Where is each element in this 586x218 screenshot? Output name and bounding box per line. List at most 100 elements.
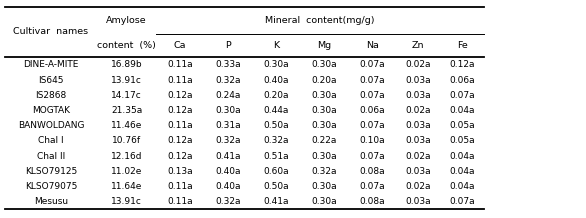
Text: Zn: Zn — [412, 41, 424, 50]
Text: 0.04a: 0.04a — [449, 152, 475, 161]
Text: 0.02a: 0.02a — [406, 106, 431, 115]
Text: 0.40a: 0.40a — [215, 182, 241, 191]
Text: 0.50a: 0.50a — [263, 182, 289, 191]
Text: KLSO79125: KLSO79125 — [25, 167, 77, 176]
Text: 12.16d: 12.16d — [111, 152, 142, 161]
Text: 0.31a: 0.31a — [215, 121, 241, 130]
Text: 0.41a: 0.41a — [263, 197, 289, 206]
Text: KLSO79075: KLSO79075 — [25, 182, 77, 191]
Text: 0.51a: 0.51a — [263, 152, 289, 161]
Text: DINE-A-MITE: DINE-A-MITE — [23, 60, 79, 69]
Text: 11.02e: 11.02e — [111, 167, 142, 176]
Text: 0.10a: 0.10a — [359, 136, 385, 145]
Text: 0.04a: 0.04a — [449, 106, 475, 115]
Text: 0.07a: 0.07a — [359, 75, 385, 85]
Text: 0.30a: 0.30a — [311, 106, 337, 115]
Text: 0.11a: 0.11a — [167, 121, 193, 130]
Text: 13.91c: 13.91c — [111, 75, 142, 85]
Text: 0.11a: 0.11a — [167, 75, 193, 85]
Text: Na: Na — [366, 41, 379, 50]
Text: 0.30a: 0.30a — [311, 152, 337, 161]
Text: 0.07a: 0.07a — [359, 152, 385, 161]
Text: 0.33a: 0.33a — [215, 60, 241, 69]
Text: Mesusu: Mesusu — [34, 197, 68, 206]
Text: 0.07a: 0.07a — [449, 91, 475, 100]
Text: 0.08a: 0.08a — [359, 197, 385, 206]
Text: 0.40a: 0.40a — [215, 167, 241, 176]
Text: 0.32a: 0.32a — [215, 197, 241, 206]
Text: 0.32a: 0.32a — [311, 167, 337, 176]
Text: 0.20a: 0.20a — [311, 75, 337, 85]
Text: 0.02a: 0.02a — [406, 60, 431, 69]
Text: 0.11a: 0.11a — [167, 197, 193, 206]
Text: 0.30a: 0.30a — [215, 106, 241, 115]
Text: 0.03a: 0.03a — [406, 136, 431, 145]
Text: 0.02a: 0.02a — [406, 152, 431, 161]
Text: 0.03a: 0.03a — [406, 91, 431, 100]
Text: 0.06a: 0.06a — [359, 106, 385, 115]
Text: 0.30a: 0.30a — [311, 60, 337, 69]
Text: 0.12a: 0.12a — [167, 152, 193, 161]
Text: Chal II: Chal II — [37, 152, 65, 161]
Text: 0.32a: 0.32a — [215, 75, 241, 85]
Text: 0.30a: 0.30a — [263, 60, 289, 69]
Text: 0.32a: 0.32a — [263, 136, 289, 145]
Text: 14.17c: 14.17c — [111, 91, 142, 100]
Text: 0.22a: 0.22a — [311, 136, 337, 145]
Text: 0.11a: 0.11a — [167, 60, 193, 69]
Text: 0.60a: 0.60a — [263, 167, 289, 176]
Text: 10.76f: 10.76f — [112, 136, 141, 145]
Text: 0.24a: 0.24a — [215, 91, 241, 100]
Text: 0.06a: 0.06a — [449, 75, 475, 85]
Text: BANWOLDANG: BANWOLDANG — [18, 121, 84, 130]
Text: Ca: Ca — [173, 41, 186, 50]
Text: 0.13a: 0.13a — [167, 167, 193, 176]
Text: 0.12a: 0.12a — [167, 106, 193, 115]
Text: 0.04a: 0.04a — [449, 182, 475, 191]
Text: 0.07a: 0.07a — [449, 197, 475, 206]
Text: 0.03a: 0.03a — [406, 167, 431, 176]
Text: IS645: IS645 — [38, 75, 64, 85]
Text: 13.91c: 13.91c — [111, 197, 142, 206]
Text: 0.30a: 0.30a — [311, 182, 337, 191]
Text: P: P — [225, 41, 231, 50]
Text: 0.04a: 0.04a — [449, 167, 475, 176]
Text: 0.05a: 0.05a — [449, 121, 475, 130]
Text: 0.20a: 0.20a — [263, 91, 289, 100]
Text: content  (%): content (%) — [97, 41, 156, 50]
Text: 0.40a: 0.40a — [263, 75, 289, 85]
Text: 0.03a: 0.03a — [406, 75, 431, 85]
Text: 0.44a: 0.44a — [263, 106, 289, 115]
Text: 0.12a: 0.12a — [167, 136, 193, 145]
Text: 0.02a: 0.02a — [406, 182, 431, 191]
Text: Cultivar  names: Cultivar names — [13, 27, 88, 36]
Text: 0.03a: 0.03a — [406, 121, 431, 130]
Text: 0.30a: 0.30a — [311, 91, 337, 100]
Text: 0.41a: 0.41a — [215, 152, 241, 161]
Text: 0.05a: 0.05a — [449, 136, 475, 145]
Text: 0.07a: 0.07a — [359, 182, 385, 191]
Text: 0.12a: 0.12a — [167, 91, 193, 100]
Text: Mg: Mg — [317, 41, 331, 50]
Text: Amylose: Amylose — [106, 16, 147, 25]
Text: 0.12a: 0.12a — [449, 60, 475, 69]
Text: 16.89b: 16.89b — [111, 60, 142, 69]
Text: 11.64e: 11.64e — [111, 182, 142, 191]
Text: 0.32a: 0.32a — [215, 136, 241, 145]
Text: Fe: Fe — [456, 41, 468, 50]
Text: 0.30a: 0.30a — [311, 197, 337, 206]
Text: 0.07a: 0.07a — [359, 60, 385, 69]
Text: K: K — [273, 41, 279, 50]
Text: Mineral  content(mg/g): Mineral content(mg/g) — [265, 16, 374, 25]
Text: MOGTAK: MOGTAK — [32, 106, 70, 115]
Text: 21.35a: 21.35a — [111, 106, 142, 115]
Text: 0.30a: 0.30a — [311, 121, 337, 130]
Text: 0.08a: 0.08a — [359, 167, 385, 176]
Text: 11.46e: 11.46e — [111, 121, 142, 130]
Text: 0.07a: 0.07a — [359, 121, 385, 130]
Text: IS2868: IS2868 — [35, 91, 67, 100]
Text: Chal I: Chal I — [38, 136, 64, 145]
Text: 0.07a: 0.07a — [359, 91, 385, 100]
Text: 0.03a: 0.03a — [406, 197, 431, 206]
Text: 0.11a: 0.11a — [167, 182, 193, 191]
